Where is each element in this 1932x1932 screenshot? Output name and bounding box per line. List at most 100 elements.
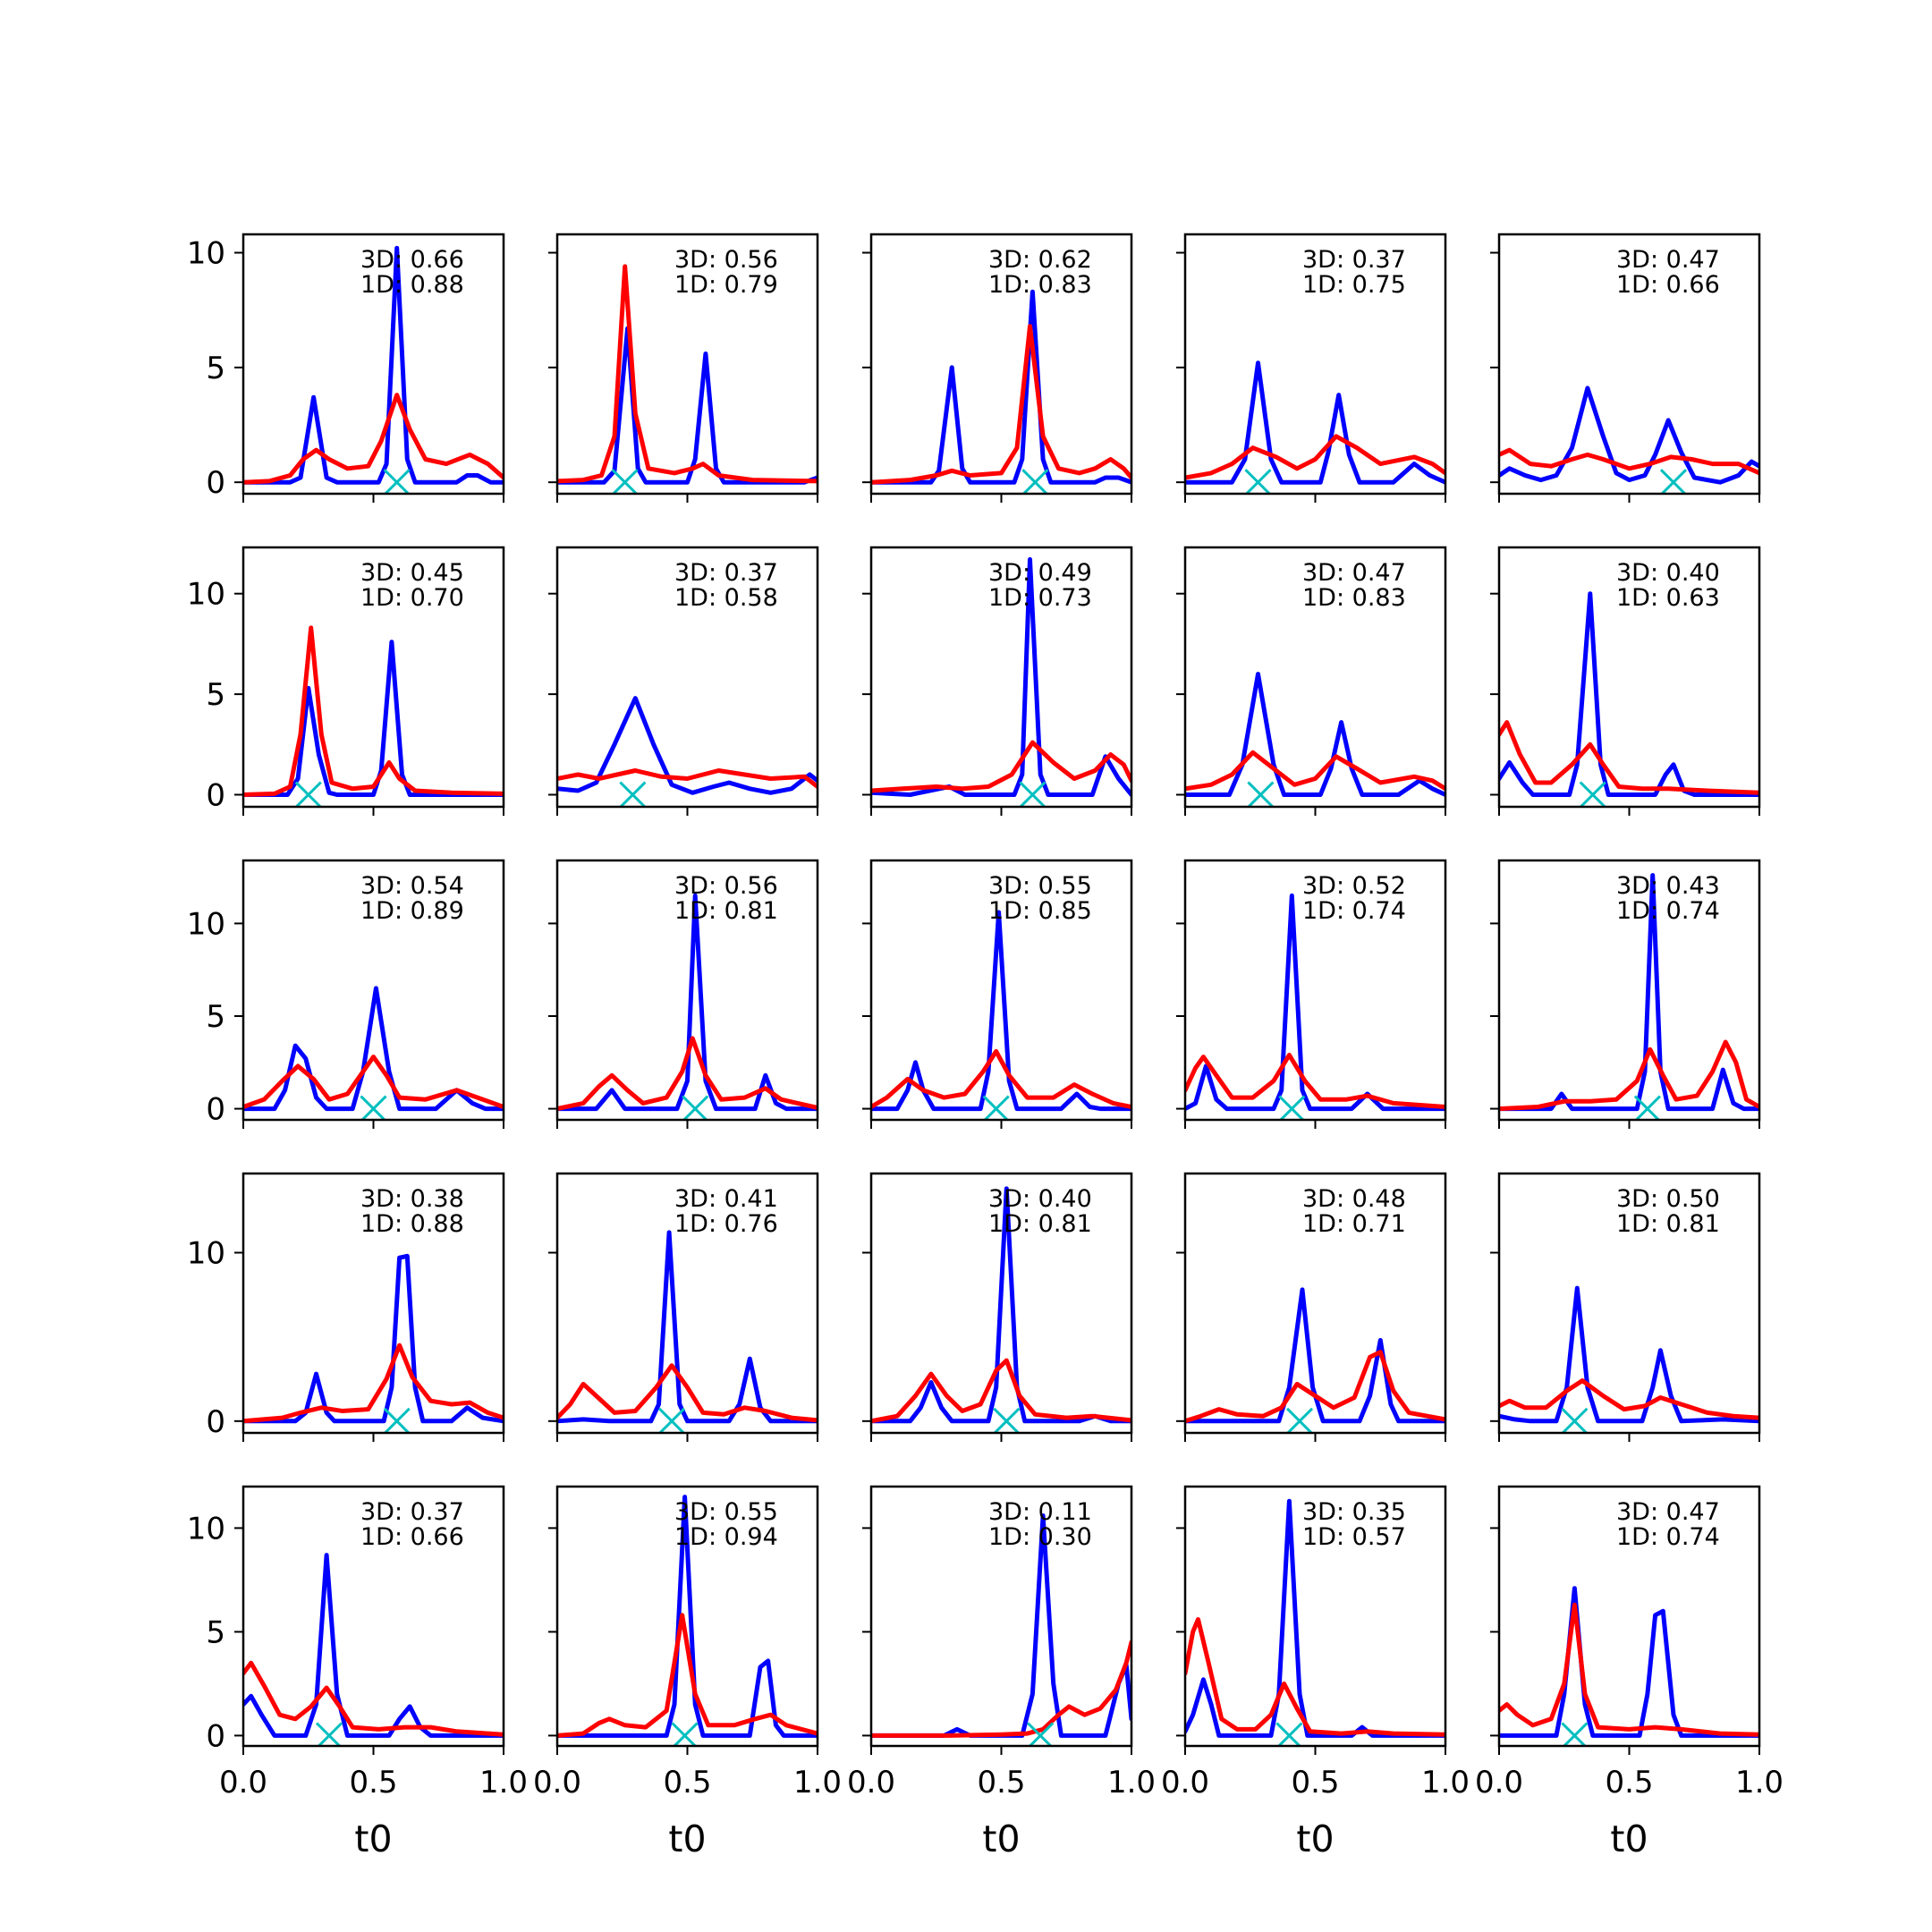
- x-mark-icon: [1633, 1095, 1661, 1120]
- series-line-red: [557, 1036, 818, 1112]
- y-tick-label: 10: [187, 577, 225, 613]
- annotation-3d: 3D: 0.55: [988, 872, 1092, 900]
- x-axis-label: t0: [354, 1818, 392, 1860]
- plot-area: [871, 1186, 1131, 1433]
- annotation-1d: 1D: 0.81: [988, 1210, 1092, 1238]
- x-mark-stroke: [1562, 1722, 1589, 1746]
- plot-area: [243, 245, 504, 494]
- series-line-red: [1185, 1350, 1445, 1424]
- x-axis-label: t0: [668, 1818, 706, 1860]
- x-mark-stroke: [619, 781, 647, 807]
- annotation-1d: 1D: 0.94: [674, 1523, 778, 1551]
- series-line-blue: [1185, 360, 1445, 485]
- y-tick-label: 5: [206, 677, 225, 713]
- plot-area: [871, 289, 1131, 494]
- annotation-1d: 1D: 0.88: [360, 271, 464, 299]
- x-axis-label: t0: [1296, 1818, 1334, 1860]
- plot-area: [557, 893, 818, 1120]
- series-line-blue: [1185, 1498, 1445, 1738]
- x-mark-icon: [1019, 781, 1046, 807]
- annotation-3d: 3D: 0.38: [360, 1185, 464, 1213]
- x-mark-stroke: [294, 781, 322, 807]
- plot-area: [1185, 672, 1445, 807]
- y-tick-label: 10: [187, 906, 225, 942]
- x-mark-icon: [993, 1407, 1021, 1433]
- x-tick-label: 0.0: [533, 1765, 581, 1801]
- x-mark-icon: [611, 469, 639, 494]
- annotation-1d: 1D: 0.75: [1302, 271, 1406, 299]
- annotation-3d: 3D: 0.41: [674, 1185, 778, 1213]
- x-mark-stroke: [672, 1722, 699, 1746]
- annotation-3d: 3D: 0.54: [360, 872, 464, 900]
- x-tick-label: 0.0: [1161, 1765, 1209, 1801]
- annotation-1d: 1D: 0.81: [1616, 1210, 1720, 1238]
- x-mark-icon: [671, 1722, 699, 1746]
- x-mark-stroke: [1244, 469, 1272, 494]
- series-line-blue: [1499, 873, 1759, 1112]
- x-mark-stroke: [1579, 781, 1606, 807]
- series-line-red: [871, 1358, 1131, 1424]
- annotation-3d: 3D: 0.62: [988, 246, 1092, 274]
- y-tick-label: 5: [206, 999, 225, 1035]
- series-line-blue: [243, 1553, 504, 1738]
- plot-area: [243, 625, 504, 807]
- series-line-red: [243, 1055, 504, 1109]
- series-line-blue: [557, 1495, 818, 1738]
- x-mark-icon: [1579, 781, 1606, 807]
- plot-area: [1185, 360, 1445, 494]
- x-mark-stroke: [1561, 1407, 1589, 1433]
- series-line-blue: [243, 640, 504, 797]
- plot-area: [871, 557, 1131, 807]
- x-mark-icon: [1027, 1722, 1055, 1746]
- x-mark-icon: [1244, 469, 1272, 494]
- x-tick-label: 1.0: [479, 1765, 528, 1801]
- x-tick-label: 1.0: [1735, 1765, 1784, 1801]
- series-line-red: [557, 1363, 818, 1423]
- plot-area: [243, 1553, 504, 1746]
- annotation-3d: 3D: 0.49: [988, 559, 1092, 587]
- series-line-red: [1499, 1378, 1759, 1420]
- annotation-1d: 1D: 0.85: [988, 897, 1092, 925]
- plot-area: [1185, 1498, 1445, 1746]
- y-tick-label: 10: [187, 236, 225, 272]
- x-mark-icon: [1021, 469, 1049, 494]
- series-line-red: [243, 625, 504, 797]
- annotation-3d: 3D: 0.43: [1616, 872, 1720, 900]
- plot-area: [557, 1495, 818, 1746]
- annotation-1d: 1D: 0.73: [988, 584, 1092, 612]
- series-line-red: [1185, 1053, 1445, 1109]
- y-tick-label: 5: [206, 1614, 225, 1650]
- y-tick-label: 0: [206, 1404, 225, 1440]
- series-line-red: [243, 1660, 504, 1737]
- x-mark-icon: [1285, 1407, 1314, 1433]
- y-tick-label: 0: [206, 778, 225, 814]
- x-mark-icon: [982, 1095, 1010, 1120]
- series-line-red: [243, 393, 504, 485]
- series-line-red: [871, 324, 1131, 485]
- annotation-1d: 1D: 0.74: [1302, 897, 1406, 925]
- annotation-3d: 3D: 0.52: [1302, 872, 1406, 900]
- y-tick-label: 10: [187, 1511, 225, 1546]
- x-mark-icon: [657, 1407, 686, 1433]
- series-line-red: [557, 768, 818, 789]
- plot-area: [1499, 386, 1759, 494]
- series-line-red: [871, 1048, 1131, 1109]
- x-mark-stroke: [383, 1407, 411, 1433]
- annotation-1d: 1D: 0.63: [1616, 584, 1720, 612]
- annotation-1d: 1D: 0.30: [988, 1523, 1092, 1551]
- series-line-blue: [557, 893, 818, 1112]
- x-mark-stroke: [611, 469, 639, 494]
- plot-area: [243, 1253, 504, 1433]
- x-mark-icon: [1278, 1095, 1306, 1120]
- x-axis-label: t0: [982, 1818, 1020, 1860]
- series-line-blue: [557, 696, 818, 795]
